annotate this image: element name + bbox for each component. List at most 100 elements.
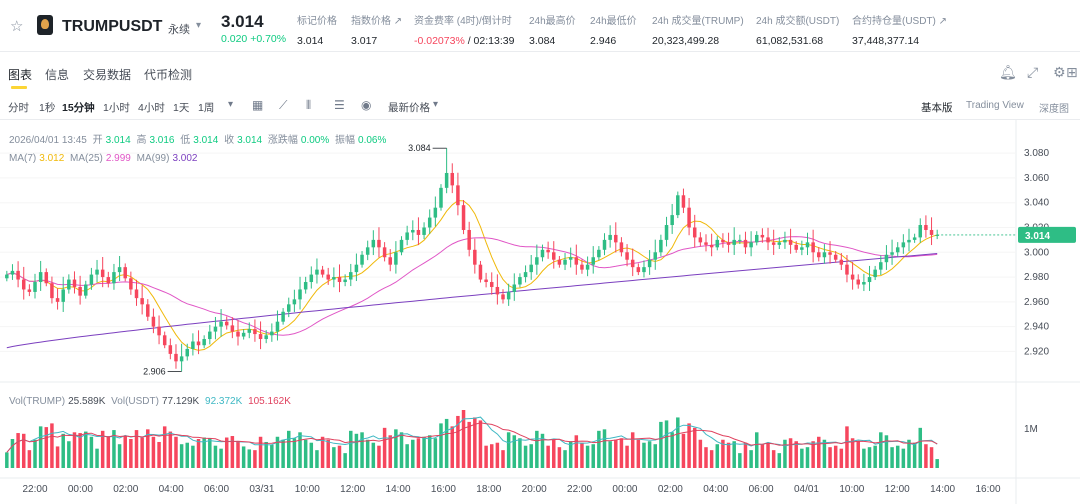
- candle-body: [106, 277, 111, 284]
- stat-24h-turnover: 24h 成交额(USDT) 61,082,531.68: [756, 16, 840, 47]
- stat-open-interest[interactable]: 合约持仓量(USDT) ↗ 37,448,377.14: [852, 16, 948, 47]
- time-tick-label: 06:00: [204, 484, 229, 495]
- time-tick-label: 10:00: [295, 484, 320, 495]
- volume-bar: [901, 448, 906, 468]
- grid-layout-icon[interactable]: ⊞: [1066, 64, 1078, 80]
- volume-bar: [5, 452, 9, 468]
- calendar-icon[interactable]: ▦: [252, 98, 264, 112]
- timeframe-line[interactable]: 分时: [8, 102, 29, 114]
- candle-body: [315, 269, 319, 275]
- candle-body: [303, 282, 308, 290]
- symbol-dropdown-icon[interactable]: ▾: [196, 20, 202, 31]
- volume-bar: [805, 447, 810, 468]
- candle-body: [337, 277, 342, 283]
- candle-body: [924, 225, 928, 230]
- volume-bar: [732, 441, 736, 468]
- candle-body: [253, 329, 257, 335]
- timeframe-4h[interactable]: 4小时: [138, 102, 165, 114]
- candle-body: [84, 284, 88, 296]
- volume-bar: [687, 423, 691, 468]
- volume-bar: [286, 430, 291, 468]
- volume-bar: [563, 450, 567, 468]
- candle-body: [608, 234, 612, 240]
- volume-bar: [196, 439, 201, 468]
- bell-icon[interactable]: 🔔︎: [999, 64, 1017, 80]
- timeframe-1s[interactable]: 1秒: [39, 102, 56, 114]
- volume-bar: [371, 442, 376, 468]
- candle-body: [67, 279, 71, 290]
- symbol-name[interactable]: TRUMPUSDT: [62, 18, 163, 35]
- timeframe-1w[interactable]: 1周: [198, 102, 215, 114]
- volume-bar: [50, 423, 54, 468]
- price-tick-label: 3.000: [1024, 247, 1049, 258]
- time-tick-label: 04:00: [159, 484, 184, 495]
- volume-bar: [16, 433, 20, 468]
- price-type-select[interactable]: 最新价格: [388, 102, 430, 114]
- tab-chart[interactable]: 图表: [8, 68, 33, 82]
- chart-area[interactable]: 3.0803.0603.0403.0203.0002.9802.9602.940…: [0, 120, 1080, 504]
- timeframe-1d[interactable]: 1天: [173, 102, 190, 114]
- volume-bar: [591, 444, 595, 468]
- ma99-line: [6, 253, 938, 349]
- candle-body: [867, 277, 872, 283]
- volume-bar: [388, 435, 392, 468]
- candle-body: [918, 225, 923, 238]
- volume-bar: [659, 421, 663, 468]
- contract-type[interactable]: 永续: [168, 24, 190, 36]
- volume-bar: [292, 438, 297, 468]
- tab-info[interactable]: 信息: [45, 68, 70, 82]
- candle-body: [270, 331, 274, 336]
- last-price: 3.014: [221, 12, 264, 31]
- settings-circle-icon[interactable]: ◉: [361, 98, 372, 112]
- indicator-icon[interactable]: ⟋: [279, 98, 288, 112]
- time-tick-label: 20:00: [522, 484, 547, 495]
- expand-icon[interactable]: ⤢: [1027, 64, 1039, 80]
- view-basic[interactable]: 基本版: [921, 102, 953, 114]
- candle-body: [726, 242, 731, 245]
- tab-token-check[interactable]: 代币检测: [144, 68, 193, 82]
- time-tick-label: 10:00: [839, 484, 864, 495]
- timeframe-1h[interactable]: 1小时: [103, 102, 130, 114]
- time-tick-label: 04/01: [794, 484, 819, 495]
- time-tick-label: 03/31: [249, 484, 274, 495]
- volume-bar: [794, 441, 798, 468]
- candle-body: [354, 264, 359, 273]
- volume-bar: [833, 445, 838, 468]
- volume-bar: [552, 439, 556, 468]
- favorite-star-icon[interactable]: ☆: [10, 18, 24, 35]
- view-tradingview[interactable]: Trading View: [966, 100, 1024, 111]
- volume-bar: [602, 429, 607, 468]
- volume-bar: [850, 438, 855, 468]
- stat-index-price[interactable]: 指数价格 ↗ 3.017: [351, 16, 403, 47]
- volume-bar: [478, 420, 483, 468]
- candle-type-icon[interactable]: ⫴: [306, 98, 312, 112]
- volume-ma2-line: [6, 422, 938, 453]
- candle-body: [286, 304, 291, 312]
- price-tick-label: 2.940: [1024, 322, 1049, 333]
- volume-bar: [38, 426, 43, 468]
- timeframe-15m[interactable]: 15分钟: [62, 102, 95, 114]
- candle-body: [766, 237, 770, 243]
- volume-bar: [895, 445, 900, 468]
- volume-bar: [281, 439, 285, 468]
- candle-body: [732, 239, 736, 245]
- volume-bar: [168, 431, 173, 468]
- candle-body: [489, 282, 494, 287]
- volume-bar: [112, 430, 116, 468]
- candle-body: [862, 282, 866, 285]
- tab-trading-data[interactable]: 交易数据: [83, 68, 132, 82]
- timeframe-dropdown-icon[interactable]: ▾: [228, 99, 234, 110]
- candle-body: [630, 259, 635, 268]
- candle-body: [219, 321, 223, 327]
- volume-bar: [157, 441, 161, 468]
- volume-bar: [337, 445, 342, 468]
- candle-body: [743, 239, 748, 248]
- candle-body: [749, 242, 753, 248]
- candlestick-chart[interactable]: 3.0803.0603.0403.0203.0002.9802.9602.940…: [0, 120, 1080, 504]
- template-icon[interactable]: ☰: [334, 98, 345, 112]
- gear-icon[interactable]: ⚙︎: [1053, 64, 1066, 80]
- candle-body: [540, 249, 545, 258]
- price-type-dropdown-icon[interactable]: ▾: [433, 99, 439, 110]
- view-depth[interactable]: 深度图: [1039, 104, 1069, 115]
- candle-body: [196, 341, 201, 346]
